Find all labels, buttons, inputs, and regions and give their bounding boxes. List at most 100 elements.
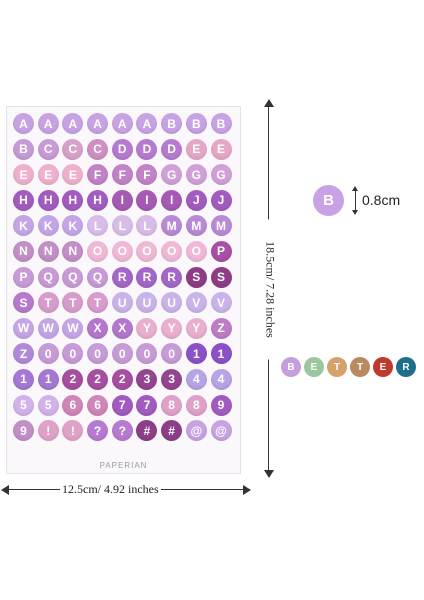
width-label: 12.5cm/ 4.92 inches [60,482,161,497]
letter-sticker: P [13,266,34,288]
letter-sticker: 3 [136,368,158,390]
letter-sticker: L [136,215,158,237]
letter-sticker: B [185,113,207,134]
letter-sticker: E [62,164,84,186]
letter-sticker: ! [62,420,84,442]
letter-sticker: 6 [87,394,109,416]
letter-sticker: G [210,164,232,186]
sample-sticker-letter: B [323,192,334,209]
height-arrow-top [264,99,274,107]
letter-sticker: C [37,138,59,160]
sticker-size-label: 0.8cm [362,192,401,208]
letter-sticker: I [161,189,183,211]
letter-sticker: # [161,420,183,442]
letter-sticker: T [87,292,109,314]
letter-sticker: T [62,292,84,314]
letter-sticker: E [210,138,232,160]
letter-sticker: B [13,138,34,160]
letter-sticker: 3 [161,368,183,390]
letter-sticker: U [111,292,133,314]
letter-sticker: 4 [185,368,207,390]
letter-sticker: C [87,138,109,160]
letter-sticker: 0 [136,343,158,365]
letter-sticker: W [37,317,59,339]
letter-sticker: J [210,189,232,211]
better-letter-sticker: B [281,357,301,377]
letter-sticker: O [136,240,158,262]
letter-sticker: 5 [37,394,59,416]
letter-sticker: V [210,292,232,314]
letter-sticker: P [210,240,232,262]
letter-sticker: 4 [210,368,232,390]
letter-sticker: A [37,113,59,134]
letter-sticker: A [62,113,84,134]
letter-sticker: Y [161,317,183,339]
letter-sticker: G [185,164,207,186]
letter-sticker: S [210,266,232,288]
letter-sticker: A [13,113,34,134]
letter-sticker: 6 [62,394,84,416]
letter-sticker: 7 [136,394,158,416]
letter-sticker: R [136,266,158,288]
letter-sticker: A [111,113,133,134]
letter-sticker: T [37,292,59,314]
sample-sticker: B [313,185,344,216]
letter-sticker: H [87,189,109,211]
letter-sticker: S [13,292,34,314]
letter-sticker: 1 [210,343,232,365]
letter-sticker: L [87,215,109,237]
letter-sticker: 9 [210,394,232,416]
letter-sticker: Q [87,266,109,288]
letter-sticker: A [136,113,158,134]
letter-sticker: M [210,215,232,237]
better-letter-sticker: E [304,357,324,377]
size-dimension-line [355,190,356,212]
letter-sticker: A [87,113,109,134]
letter-sticker: R [161,266,183,288]
letter-sticker: D [111,138,133,160]
letter-sticker: J [185,189,207,211]
better-letter-sticker: R [396,357,416,377]
letter-sticker: Y [185,317,207,339]
letter-sticker: 8 [161,394,183,416]
letter-sticker: O [87,240,109,262]
letter-sticker: O [185,240,207,262]
better-letter-sticker: E [373,357,393,377]
letter-sticker: 2 [87,368,109,390]
letter-sticker: N [13,240,34,262]
letter-sticker: H [62,189,84,211]
letter-sticker: F [136,164,158,186]
letter-sticker: X [111,317,133,339]
letter-sticker: O [161,240,183,262]
letter-sticker: F [111,164,133,186]
letter-sticker: H [13,189,34,211]
better-letter-sticker: T [327,357,347,377]
letter-sticker: 1 [37,368,59,390]
letter-sticker: X [87,317,109,339]
letter-sticker: K [62,215,84,237]
letter-sticker: V [185,292,207,314]
letter-sticker: W [62,317,84,339]
brand-label: PAPERIAN [99,461,148,470]
letter-sticker: M [161,215,183,237]
letter-sticker: N [37,240,59,262]
letter-sticker: I [111,189,133,211]
letter-sticker: ? [111,420,133,442]
letter-sticker: 0 [37,343,59,365]
letter-sticker: ? [87,420,109,442]
letter-sticker: Z [210,317,232,339]
letter-sticker: E [13,164,34,186]
letter-sticker: E [185,138,207,160]
height-label: 18.5cm/ 7.28 inches [262,219,278,360]
letter-sticker: D [161,138,183,160]
letter-sticker: G [161,164,183,186]
letter-sticker: 0 [111,343,133,365]
size-arrow-bottom [352,210,358,215]
letter-sticker: 1 [185,343,207,365]
letter-sticker: K [37,215,59,237]
letter-sticker: U [161,292,183,314]
letter-sticker: L [111,215,133,237]
letter-sticker: Y [136,317,158,339]
